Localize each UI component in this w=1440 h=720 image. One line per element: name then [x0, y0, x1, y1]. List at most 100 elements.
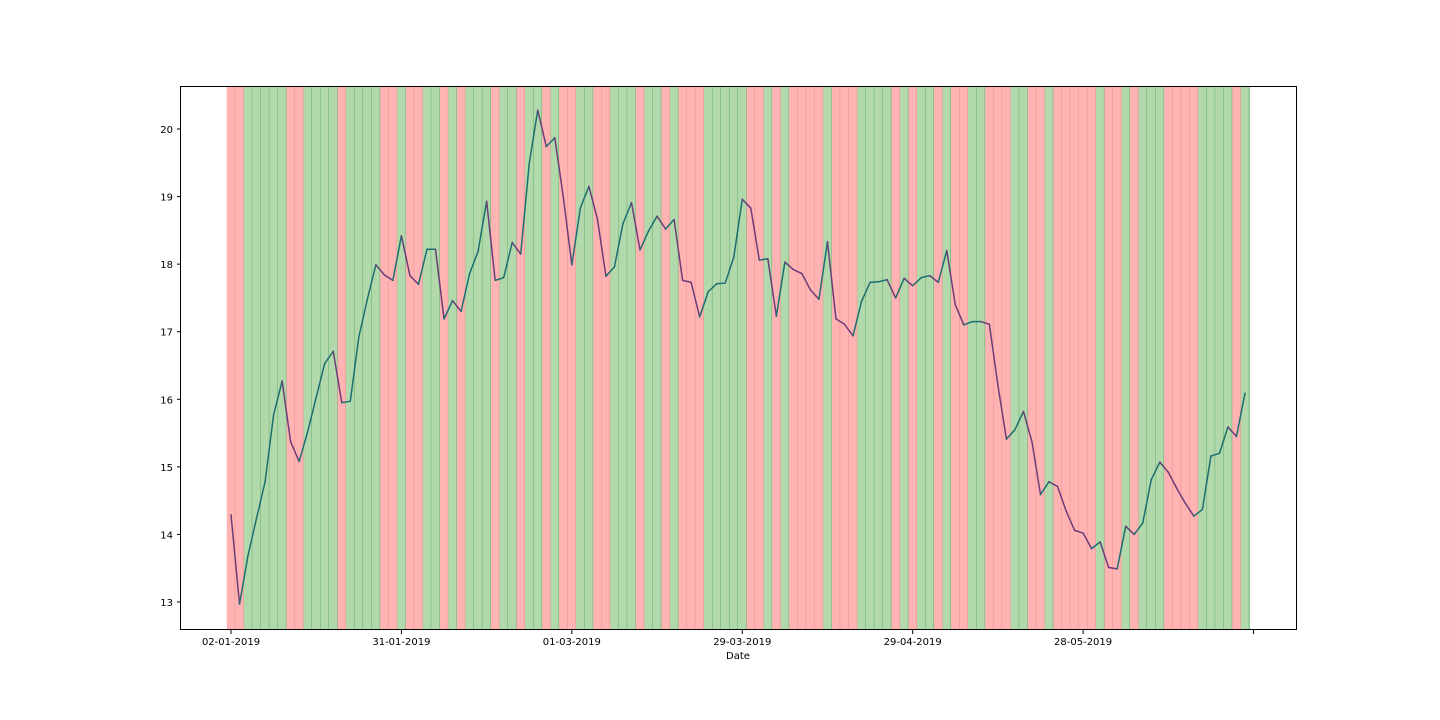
price-segment	[1014, 410, 1025, 431]
price-segment	[622, 201, 633, 225]
price-segment	[383, 274, 394, 282]
price-segment	[784, 261, 795, 271]
price-segment	[1082, 532, 1093, 550]
price-segment	[306, 396, 317, 433]
down-band	[516, 87, 525, 629]
up-band	[277, 87, 287, 629]
down-band	[985, 87, 994, 629]
price-segment	[238, 554, 249, 605]
down-band	[439, 87, 449, 629]
up-band	[269, 87, 278, 629]
price-segment	[707, 282, 718, 293]
up-band	[874, 87, 883, 629]
price-segment	[554, 137, 565, 198]
up-band	[976, 87, 986, 629]
price-segment	[903, 277, 914, 287]
y-tick-label: 17	[160, 328, 173, 339]
up-band	[1206, 87, 1216, 629]
up-band	[397, 87, 406, 629]
price-segment	[852, 300, 863, 337]
up-band	[1095, 87, 1105, 629]
price-segment	[1099, 541, 1110, 569]
price-line	[230, 109, 1246, 605]
price-segment	[639, 230, 650, 251]
price-segment	[997, 384, 1008, 440]
y-tick-label: 14	[160, 530, 173, 541]
price-segment	[298, 430, 309, 463]
price-segment	[698, 291, 709, 318]
up-band	[652, 87, 662, 629]
y-tick-label: 18	[160, 260, 173, 271]
down-band	[1112, 87, 1122, 629]
price-segment	[545, 137, 556, 148]
down-band	[695, 87, 704, 629]
down-band	[908, 87, 917, 629]
up-band	[482, 87, 491, 629]
price-segment	[647, 215, 658, 232]
down-band	[951, 87, 960, 629]
up-band	[1138, 87, 1148, 629]
price-segment	[1031, 441, 1042, 496]
price-segment	[928, 274, 939, 284]
price-segment	[460, 272, 471, 313]
up-band	[738, 87, 747, 629]
down-band	[1172, 87, 1182, 629]
price-segment	[1184, 502, 1195, 517]
down-band	[848, 87, 858, 629]
up-band	[431, 87, 440, 629]
price-segment	[826, 241, 837, 320]
down-band	[933, 87, 943, 629]
down-band	[226, 87, 236, 629]
price-segment	[1039, 480, 1050, 496]
up-band	[780, 87, 790, 629]
price-segment	[289, 441, 300, 463]
price-segment	[1218, 426, 1229, 455]
down-band	[380, 87, 389, 629]
down-band	[294, 87, 304, 629]
price-segment	[1235, 392, 1246, 438]
x-tick-label: 01-03-2019	[543, 637, 601, 648]
price-segment	[392, 235, 403, 282]
up-band	[1010, 87, 1020, 629]
price-segment	[630, 201, 641, 251]
price-segment	[579, 185, 590, 209]
price-segment	[843, 323, 854, 337]
down-band	[1036, 87, 1045, 629]
down-band	[806, 87, 815, 629]
price-segment	[715, 282, 726, 285]
down-band	[772, 87, 781, 629]
x-tick-label: 02-01-2019	[202, 637, 260, 648]
up-band	[252, 87, 261, 629]
price-segment	[894, 277, 905, 299]
price-segment	[1048, 480, 1059, 488]
x-tick-label: 29-03-2019	[713, 637, 771, 648]
price-segment	[341, 400, 352, 404]
up-band	[576, 87, 585, 629]
x-axis-label: Date	[726, 651, 750, 662]
up-band	[703, 87, 713, 629]
price-segment	[963, 320, 974, 326]
price-segment	[877, 278, 888, 283]
y-tick-label: 19	[160, 193, 173, 204]
up-band	[1240, 87, 1250, 629]
down-band	[797, 87, 807, 629]
down-band	[746, 87, 756, 629]
up-band	[371, 87, 381, 629]
up-band	[320, 87, 329, 629]
down-band	[559, 87, 568, 629]
down-band	[235, 87, 244, 629]
price-segment	[1005, 428, 1016, 440]
down-band	[686, 87, 696, 629]
price-segment	[605, 266, 616, 278]
down-band	[814, 87, 824, 629]
up-band	[644, 87, 653, 629]
price-segment	[417, 248, 428, 286]
down-band	[993, 87, 1003, 629]
down-band	[1164, 87, 1173, 629]
up-band	[729, 87, 738, 629]
price-segment	[732, 198, 744, 259]
price-segment	[485, 200, 496, 282]
down-band	[388, 87, 398, 629]
y-tick-label: 13	[160, 598, 173, 609]
price-segment	[613, 222, 624, 268]
